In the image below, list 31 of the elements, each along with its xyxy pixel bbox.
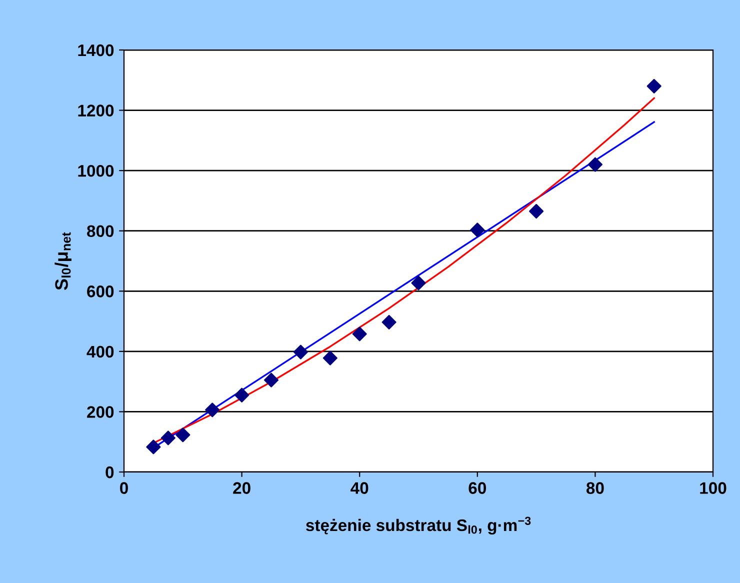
point xyxy=(588,157,602,172)
y-tick-label: 600 xyxy=(87,286,114,298)
x-axis-title: stężenie substratu S$_{l0}$, g·m$^{−3}$ xyxy=(306,516,531,535)
y-tick-label: 400 xyxy=(86,346,114,358)
x-tick-label: 80 xyxy=(586,482,604,494)
point xyxy=(470,222,485,238)
y-tick-label: 1000 xyxy=(78,164,114,177)
point xyxy=(234,388,250,402)
x-tick-label: 40 xyxy=(350,482,368,494)
x-tick-label: 100 xyxy=(700,482,726,494)
y-tick-label: 800 xyxy=(87,225,114,238)
point xyxy=(322,350,338,366)
point xyxy=(382,314,396,330)
point xyxy=(146,440,161,454)
point xyxy=(529,204,544,219)
x-tick-label: 60 xyxy=(468,482,486,494)
point xyxy=(264,372,279,388)
point xyxy=(646,78,662,94)
y-axis-title: S$_{l0}$/μ$_{net}$ xyxy=(54,232,72,290)
point xyxy=(293,344,308,360)
point xyxy=(411,276,426,290)
y-tick-label: 0 xyxy=(106,466,114,478)
x-tick-label: 0 xyxy=(120,482,128,494)
y-tick-label: 200 xyxy=(87,406,114,418)
y-tick-label: 1400 xyxy=(78,44,114,56)
point xyxy=(160,430,176,446)
y-tick-label: 1200 xyxy=(78,104,114,116)
point xyxy=(205,402,220,418)
x-tick-label: 20 xyxy=(233,482,250,494)
point xyxy=(352,326,367,342)
point xyxy=(176,428,190,442)
